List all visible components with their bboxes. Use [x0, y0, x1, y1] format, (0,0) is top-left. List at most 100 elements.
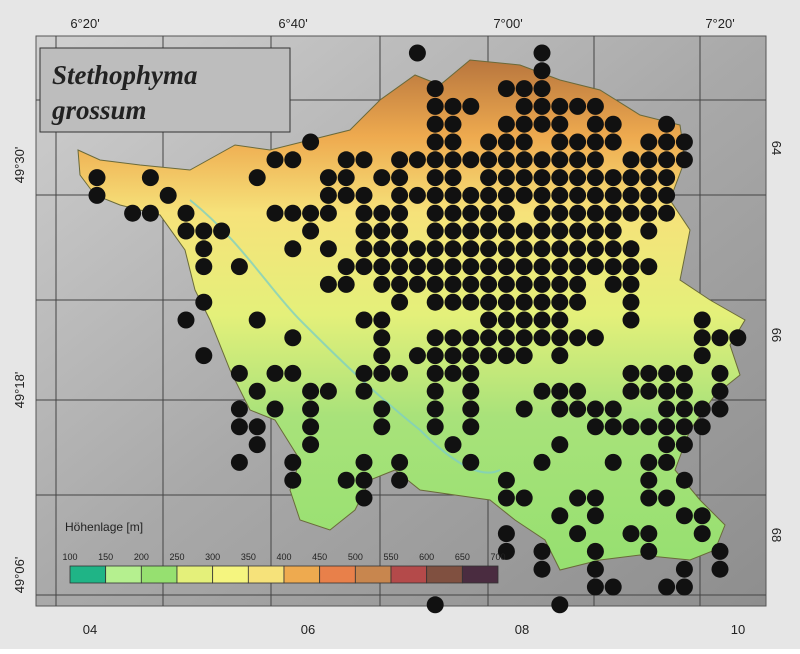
- occurrence-dot: [658, 186, 676, 204]
- occurrence-dot: [569, 258, 587, 276]
- legend-tick-label: 250: [169, 552, 184, 562]
- occurrence-dot: [319, 204, 337, 222]
- occurrence-dot: [533, 204, 551, 222]
- occurrence-dot: [391, 151, 409, 169]
- occurrence-dot: [658, 204, 676, 222]
- occurrence-dot: [248, 382, 266, 400]
- occurrence-dot: [569, 489, 587, 507]
- occurrence-dot: [586, 151, 604, 169]
- occurrence-dot: [480, 275, 498, 293]
- occurrence-dot: [569, 133, 587, 151]
- occurrence-dot: [391, 275, 409, 293]
- occurrence-dot: [480, 293, 498, 311]
- occurrence-dot: [515, 240, 533, 258]
- occurrence-dot: [711, 382, 729, 400]
- occurrence-dot: [693, 329, 711, 347]
- occurrence-dot: [497, 489, 515, 507]
- occurrence-dot: [586, 169, 604, 187]
- occurrence-dot: [675, 364, 693, 382]
- occurrence-dot: [462, 382, 480, 400]
- occurrence-dot: [640, 471, 658, 489]
- occurrence-dot: [604, 222, 622, 240]
- species-title: grossum: [51, 95, 147, 125]
- occurrence-dot: [462, 97, 480, 115]
- occurrence-dot: [373, 222, 391, 240]
- occurrence-dot: [266, 364, 284, 382]
- occurrence-dot: [462, 400, 480, 418]
- occurrence-dot: [159, 186, 177, 204]
- occurrence-dot: [444, 436, 462, 454]
- occurrence-dot: [551, 133, 569, 151]
- occurrence-dot: [569, 293, 587, 311]
- occurrence-dot: [569, 525, 587, 543]
- occurrence-dot: [497, 293, 515, 311]
- occurrence-dot: [195, 222, 213, 240]
- occurrence-dot: [693, 311, 711, 329]
- legend: 100 150 200 250 300 350 400 450 500 550 600 650 700: [62, 552, 506, 584]
- occurrence-dot: [497, 471, 515, 489]
- occurrence-dot: [586, 578, 604, 596]
- occurrence-dot: [569, 222, 587, 240]
- occurrence-dot: [622, 364, 640, 382]
- occurrence-dot: [373, 204, 391, 222]
- occurrence-dot: [604, 186, 622, 204]
- occurrence-dot: [141, 169, 159, 187]
- occurrence-dot: [355, 311, 373, 329]
- occurrence-dot: [444, 347, 462, 365]
- occurrence-dot: [675, 418, 693, 436]
- occurrence-dot: [337, 169, 355, 187]
- occurrence-dot: [515, 329, 533, 347]
- occurrence-dot: [195, 293, 213, 311]
- occurrence-dot: [177, 204, 195, 222]
- occurrence-dot: [533, 115, 551, 133]
- occurrence-dot: [533, 453, 551, 471]
- grid-y-label: 64: [769, 141, 784, 155]
- occurrence-dot: [569, 275, 587, 293]
- occurrence-dot: [373, 418, 391, 436]
- occurrence-dot: [622, 275, 640, 293]
- occurrence-dot: [426, 329, 444, 347]
- occurrence-dot: [497, 258, 515, 276]
- occurrence-dot: [693, 347, 711, 365]
- occurrence-dot: [533, 275, 551, 293]
- occurrence-dot: [355, 364, 373, 382]
- occurrence-dot: [444, 151, 462, 169]
- legend-tick-label: 100: [62, 552, 77, 562]
- occurrence-dot: [675, 400, 693, 418]
- occurrence-dot: [230, 364, 248, 382]
- occurrence-dot: [284, 240, 302, 258]
- occurrence-dot: [640, 525, 658, 543]
- occurrence-dot: [640, 489, 658, 507]
- occurrence-dot: [551, 204, 569, 222]
- occurrence-dot: [675, 471, 693, 489]
- grid-y-label: 68: [769, 528, 784, 542]
- occurrence-dot: [284, 364, 302, 382]
- legend-tick-label: 600: [419, 552, 434, 562]
- occurrence-dot: [408, 347, 426, 365]
- legend-color-box: [426, 565, 463, 584]
- occurrence-dot: [551, 293, 569, 311]
- occurrence-dot: [586, 329, 604, 347]
- occurrence-dot: [88, 169, 106, 187]
- occurrence-dot: [302, 382, 320, 400]
- occurrence-dot: [319, 240, 337, 258]
- occurrence-dot: [640, 169, 658, 187]
- occurrence-dot: [444, 240, 462, 258]
- occurrence-dot: [284, 329, 302, 347]
- occurrence-dot: [515, 275, 533, 293]
- occurrence-dot: [586, 240, 604, 258]
- occurrence-dot: [515, 80, 533, 98]
- occurrence-dot: [533, 97, 551, 115]
- occurrence-dot: [337, 275, 355, 293]
- occurrence-dot: [141, 204, 159, 222]
- occurrence-dot: [569, 382, 587, 400]
- longitude-label: 6°20': [70, 16, 99, 31]
- occurrence-dot: [444, 329, 462, 347]
- occurrence-dot: [604, 133, 622, 151]
- occurrence-dot: [462, 418, 480, 436]
- occurrence-dot: [551, 436, 569, 454]
- occurrence-dot: [658, 418, 676, 436]
- grid-x-label: 10: [731, 622, 745, 637]
- occurrence-dot: [426, 186, 444, 204]
